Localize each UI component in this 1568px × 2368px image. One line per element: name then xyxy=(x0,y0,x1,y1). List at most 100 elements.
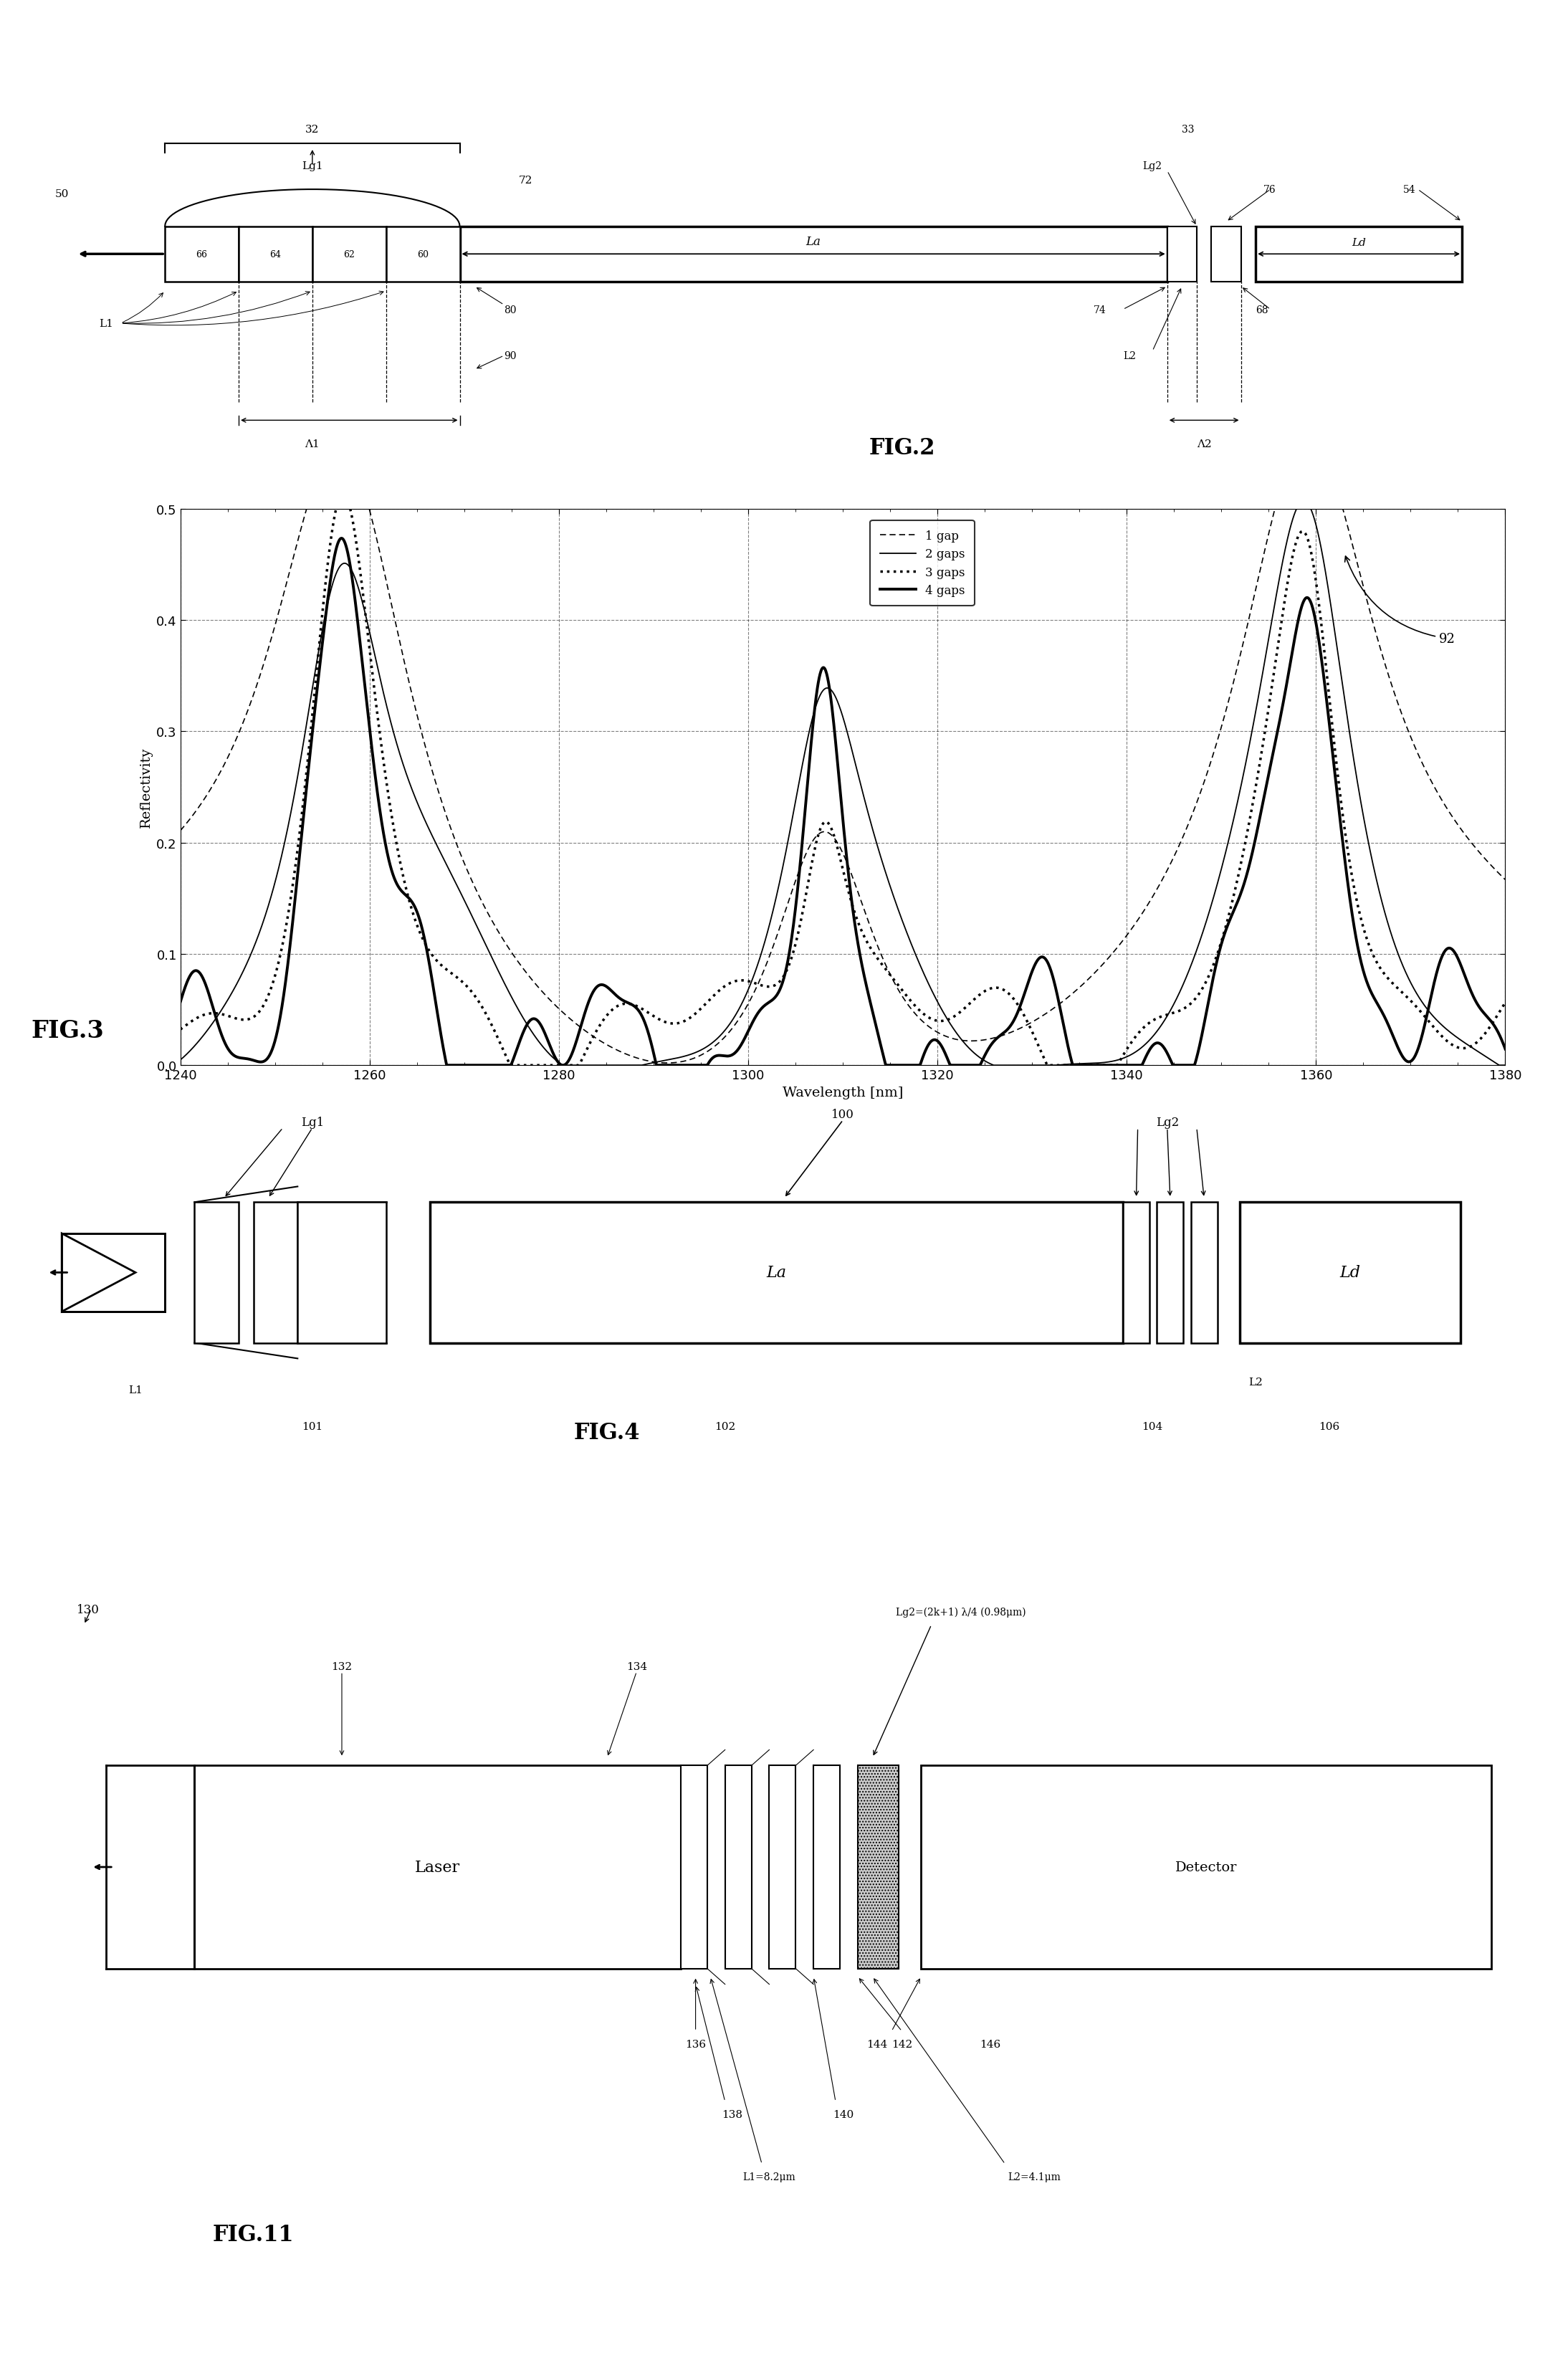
3 gaps xyxy=(1496,990,1515,1018)
Text: 66: 66 xyxy=(196,251,207,258)
Text: 33: 33 xyxy=(1182,126,1195,135)
Line: 3 gaps: 3 gaps xyxy=(180,495,1505,1066)
3 gaps xyxy=(321,521,340,549)
2 gaps xyxy=(737,980,756,1009)
Polygon shape xyxy=(298,1203,386,1343)
3 gaps xyxy=(1471,1025,1490,1054)
Polygon shape xyxy=(61,1234,135,1312)
Text: 104: 104 xyxy=(1142,1421,1163,1430)
Bar xyxy=(238,227,312,282)
X-axis label: Wavelength [nm]: Wavelength [nm] xyxy=(782,1087,903,1099)
2 gaps xyxy=(1328,637,1347,665)
Bar xyxy=(254,1203,298,1343)
Bar xyxy=(1212,227,1240,282)
Text: 72: 72 xyxy=(519,175,533,185)
Text: Ld: Ld xyxy=(1339,1265,1361,1281)
Text: 142: 142 xyxy=(892,2039,913,2048)
Text: 64: 64 xyxy=(270,251,281,258)
Text: 76: 76 xyxy=(1264,185,1276,194)
Text: Detector: Detector xyxy=(1176,1861,1237,1873)
Text: 60: 60 xyxy=(417,251,428,258)
1 gap xyxy=(737,995,756,1023)
Text: La: La xyxy=(767,1265,787,1281)
Bar xyxy=(459,227,1167,282)
Text: 92: 92 xyxy=(1345,556,1455,646)
1 gap xyxy=(321,436,340,464)
4 gaps xyxy=(1471,995,1490,1023)
Bar xyxy=(1256,227,1461,282)
3 gaps xyxy=(401,890,420,919)
Text: FIG.4: FIG.4 xyxy=(574,1421,640,1444)
Text: Lg1: Lg1 xyxy=(301,161,323,170)
Bar xyxy=(312,227,386,282)
3 gaps xyxy=(737,966,756,995)
Text: 54: 54 xyxy=(1403,185,1416,194)
2 gaps xyxy=(1295,488,1314,516)
4 gaps xyxy=(171,987,190,1016)
Text: FIG.2: FIG.2 xyxy=(869,438,935,459)
Text: Λ2: Λ2 xyxy=(1196,440,1212,450)
4 gaps xyxy=(401,886,420,914)
Bar xyxy=(770,1767,797,1968)
Text: La: La xyxy=(806,234,822,249)
Text: 134: 134 xyxy=(626,1662,648,1672)
Bar xyxy=(1167,227,1196,282)
Text: 138: 138 xyxy=(721,2110,743,2119)
3 gaps xyxy=(1328,758,1347,786)
Bar xyxy=(814,1767,840,1968)
Text: 130: 130 xyxy=(77,1603,99,1615)
2 gaps xyxy=(171,1047,190,1075)
Text: 100: 100 xyxy=(831,1108,855,1120)
3 gaps xyxy=(171,1016,190,1044)
Text: 74: 74 xyxy=(1093,305,1107,315)
Text: 32: 32 xyxy=(306,126,320,135)
Text: L2: L2 xyxy=(1123,350,1135,362)
Text: Lg2: Lg2 xyxy=(1156,1115,1179,1127)
Bar xyxy=(194,1203,238,1343)
Bar xyxy=(386,227,459,282)
4 gaps xyxy=(1496,1035,1515,1063)
Line: 2 gaps: 2 gaps xyxy=(180,502,1505,1066)
2 gaps xyxy=(554,1051,572,1080)
Text: 101: 101 xyxy=(303,1421,323,1430)
Bar xyxy=(681,1767,707,1968)
Bar xyxy=(1190,1203,1217,1343)
4 gaps xyxy=(1328,781,1347,810)
Bar xyxy=(165,227,238,282)
Text: L1=8.2μm: L1=8.2μm xyxy=(743,2171,795,2181)
3 gaps xyxy=(334,481,353,509)
2 gaps xyxy=(1471,1040,1490,1068)
Bar xyxy=(1157,1203,1184,1343)
Text: L1: L1 xyxy=(129,1385,143,1395)
Bar xyxy=(858,1767,898,1968)
1 gap xyxy=(1496,867,1515,895)
Bar xyxy=(1123,1203,1149,1343)
1 gap xyxy=(1328,476,1347,504)
3 gaps xyxy=(500,1051,519,1080)
4 gaps xyxy=(321,559,340,587)
Text: L2: L2 xyxy=(1248,1378,1262,1388)
Text: FIG.11: FIG.11 xyxy=(213,2224,295,2245)
1 gap xyxy=(659,1049,677,1077)
Text: 106: 106 xyxy=(1319,1421,1339,1430)
Text: 140: 140 xyxy=(833,2110,853,2119)
Text: Laser: Laser xyxy=(416,1859,461,1875)
Bar xyxy=(920,1767,1491,1968)
Text: 136: 136 xyxy=(685,2039,706,2048)
3 gaps xyxy=(681,1004,699,1032)
Text: 80: 80 xyxy=(503,305,516,315)
Text: Ld: Ld xyxy=(1352,237,1366,249)
Y-axis label: Reflectivity: Reflectivity xyxy=(140,746,152,829)
2 gaps xyxy=(1496,1051,1515,1080)
Text: FIG.3: FIG.3 xyxy=(31,1018,105,1042)
Text: 90: 90 xyxy=(503,350,516,362)
Text: Lg2=(2k+1) λ/4 (0.98μm): Lg2=(2k+1) λ/4 (0.98μm) xyxy=(895,1608,1025,1617)
Text: 102: 102 xyxy=(715,1421,735,1430)
Bar xyxy=(430,1203,1123,1343)
Text: 146: 146 xyxy=(980,2039,1000,2048)
Bar xyxy=(1239,1203,1460,1343)
1 gap xyxy=(401,673,420,701)
Text: 132: 132 xyxy=(331,1662,353,1672)
Text: 144: 144 xyxy=(867,2039,887,2048)
Text: L1: L1 xyxy=(99,320,113,329)
